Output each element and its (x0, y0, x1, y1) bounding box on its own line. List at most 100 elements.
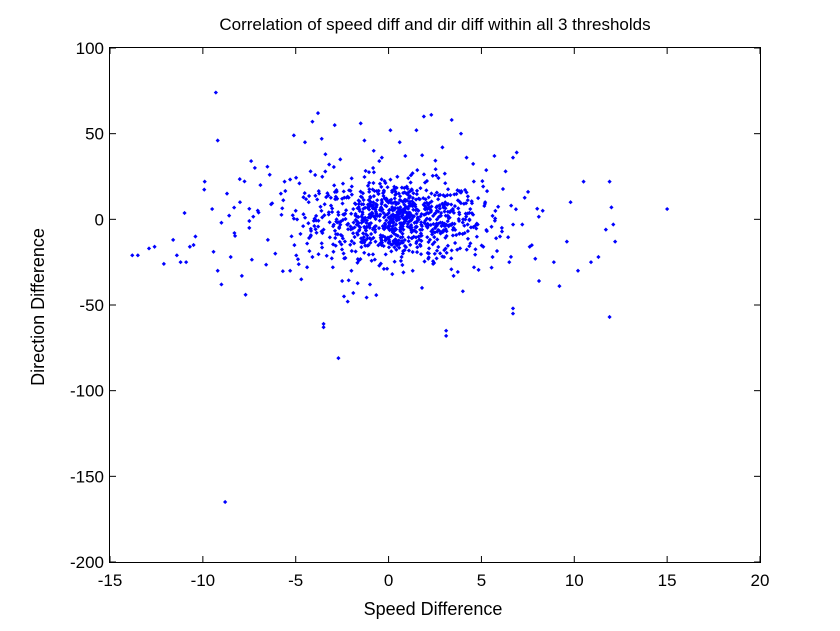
data-point (386, 245, 392, 250)
data-point (331, 242, 336, 247)
data-point (372, 188, 377, 194)
data-point (232, 233, 238, 239)
data-point (445, 243, 450, 248)
data-point (374, 211, 379, 216)
data-point (378, 261, 383, 266)
data-point (407, 194, 413, 199)
data-point (450, 221, 455, 226)
data-point (339, 242, 344, 247)
data-point (414, 188, 420, 193)
data-point (490, 254, 495, 260)
data-point (426, 251, 431, 256)
data-point (450, 227, 456, 232)
data-point (355, 281, 360, 286)
data-point (381, 210, 386, 216)
data-point (349, 176, 354, 181)
data-point (392, 196, 397, 201)
data-point (399, 254, 404, 260)
data-point (433, 225, 438, 230)
data-point (506, 235, 511, 240)
data-point (440, 145, 445, 150)
data-point (457, 246, 463, 251)
data-point (307, 248, 312, 254)
data-point (462, 223, 467, 228)
data-point (408, 180, 413, 185)
data-point (445, 219, 450, 224)
data-point (351, 290, 356, 296)
data-point (394, 185, 399, 190)
data-point (464, 155, 469, 160)
data-point (304, 265, 310, 270)
data-point (494, 248, 500, 254)
data-point (191, 242, 196, 248)
data-point (468, 206, 473, 212)
data-point (386, 200, 391, 205)
data-point (445, 214, 450, 219)
data-point (401, 207, 406, 212)
data-point (455, 269, 460, 275)
data-point (510, 155, 516, 160)
y-tick-label: -100 (70, 382, 104, 401)
data-point (405, 224, 410, 229)
data-point (425, 225, 430, 230)
data-point (422, 259, 427, 264)
data-point (611, 222, 616, 227)
data-point (306, 235, 312, 241)
data-point (364, 295, 369, 300)
data-point (455, 247, 460, 252)
data-point (613, 239, 618, 244)
data-point (435, 237, 440, 242)
data-point (353, 217, 358, 223)
data-point (455, 188, 460, 193)
data-point (509, 203, 514, 208)
data-point (404, 198, 410, 203)
data-point (351, 231, 356, 236)
data-point (355, 257, 360, 262)
data-point (265, 237, 270, 242)
data-point (520, 222, 525, 227)
data-point (356, 204, 361, 210)
data-point (340, 201, 345, 206)
y-axis-label: Direction Difference (28, 228, 48, 386)
data-point (441, 222, 446, 227)
data-point (283, 188, 288, 194)
data-point (395, 215, 401, 220)
data-point (443, 223, 449, 228)
data-point (182, 210, 187, 216)
data-point (444, 250, 449, 255)
data-point (331, 164, 336, 170)
data-point (500, 186, 506, 192)
data-point (444, 328, 449, 333)
data-point (223, 499, 228, 505)
data-point (314, 218, 319, 223)
data-point (368, 240, 373, 245)
data-point (334, 219, 339, 224)
data-point (320, 230, 325, 236)
data-point (377, 218, 382, 223)
data-point (481, 184, 486, 189)
data-point (273, 251, 278, 256)
data-point (355, 219, 360, 224)
data-point (484, 189, 490, 194)
data-point (382, 234, 388, 240)
data-point (334, 217, 339, 222)
data-point (456, 206, 461, 211)
data-point (394, 202, 399, 207)
x-tick-label: -15 (98, 571, 123, 590)
data-point (432, 251, 437, 256)
data-point (413, 202, 418, 207)
data-point (441, 205, 446, 210)
data-point (386, 210, 391, 216)
data-point (358, 189, 363, 194)
data-point (457, 210, 462, 215)
data-point (429, 191, 434, 196)
data-point (402, 190, 407, 195)
data-point (432, 260, 437, 266)
data-point (436, 197, 441, 202)
data-point (450, 233, 456, 238)
data-point (289, 234, 294, 239)
data-point (374, 293, 379, 298)
data-point (429, 199, 434, 204)
data-point (457, 199, 462, 204)
